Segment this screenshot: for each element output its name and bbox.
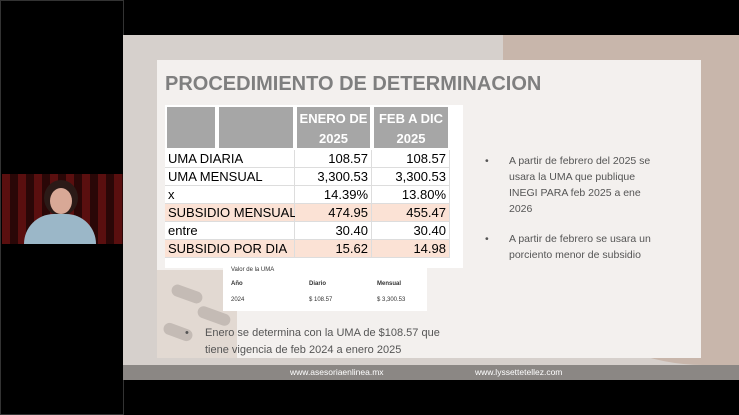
- uma-cell: $ 3,300.53: [377, 297, 406, 303]
- table: ENERO DE 2025 FEB A DIC 2025 UMA DIARIA 108…: [165, 105, 463, 268]
- cell: 108.57: [372, 150, 450, 168]
- cell: 3,300.53: [372, 168, 450, 186]
- cell: 15.62: [295, 240, 372, 258]
- row-label: SUBSIDIO MENSUAL: [165, 204, 297, 222]
- footer-link: www.lyssettetellez.com: [475, 367, 563, 377]
- bottom-bullet: • Enero se determina con la UMA de $108.5…: [185, 325, 445, 359]
- row-label: UMA DIARIA: [165, 150, 295, 168]
- bullet-dot: •: [485, 155, 489, 167]
- cell: 13.80%: [372, 186, 450, 204]
- row-label: UMA MENSUAL: [165, 168, 295, 186]
- slide: PROCEDIMIENTO DE DETERMINACION ENERO DE …: [123, 35, 739, 380]
- uma-cell: 2024: [231, 297, 245, 303]
- footer-bar: www.asesoriaenlinea.mx www.lyssettetelle…: [123, 365, 739, 380]
- cell: 30.40: [295, 222, 372, 240]
- cell: 108.57: [295, 150, 372, 168]
- row-label: entre: [165, 222, 295, 240]
- bullet-dot: •: [185, 327, 189, 339]
- person-body: [24, 214, 96, 244]
- row-label: x: [165, 186, 295, 204]
- header-cell: [217, 105, 295, 150]
- header-cell: FEB A DIC 2025: [372, 105, 450, 150]
- bullet-dot: •: [485, 233, 489, 245]
- row-label: SUBSIDIO POR DIA: [165, 240, 295, 258]
- right-bullets: • A partir de febrero del 2025 se usara l…: [485, 153, 665, 263]
- uma-header: Año: [231, 281, 243, 287]
- bullet-text: A partir de febrero del 2025 se usara la…: [509, 155, 651, 215]
- header-cell: [165, 105, 217, 150]
- uma-caption: Valor de la UMA: [231, 267, 275, 273]
- cell: 3,300.53: [295, 168, 372, 186]
- uma-header: Diario: [309, 281, 327, 287]
- bullet: • A partir de febrero del 2025 se usara l…: [485, 153, 665, 217]
- cell: 14.39%: [295, 186, 372, 204]
- bullet: • A partir de febrero se usara un porcien…: [485, 231, 665, 263]
- person-face: [50, 188, 72, 214]
- webcam-video: [2, 174, 123, 244]
- cell: 14.98: [372, 240, 450, 258]
- bullet-text: A partir de febrero se usara un porcient…: [509, 233, 651, 261]
- header-cell: ENERO DE 2025: [295, 105, 372, 150]
- cell: 455.47: [372, 204, 450, 222]
- webcam-tile: [0, 0, 124, 415]
- uma-cell: $ 108.57: [309, 297, 333, 303]
- cell: 474.95: [295, 204, 372, 222]
- slide-title: PROCEDIMIENTO DE DETERMINACION: [165, 73, 542, 95]
- cell: 30.40: [372, 222, 450, 240]
- uma-header: Mensual: [377, 281, 402, 287]
- bullet-text: Enero se determina con la UMA de $108.57…: [205, 327, 440, 356]
- uma-table: Valor de la UMA Año 2024 Diario $ 108.57 Mens…: [223, 261, 427, 311]
- blob: [169, 282, 205, 306]
- footer-link: www.asesoriaenlinea.mx: [290, 367, 384, 377]
